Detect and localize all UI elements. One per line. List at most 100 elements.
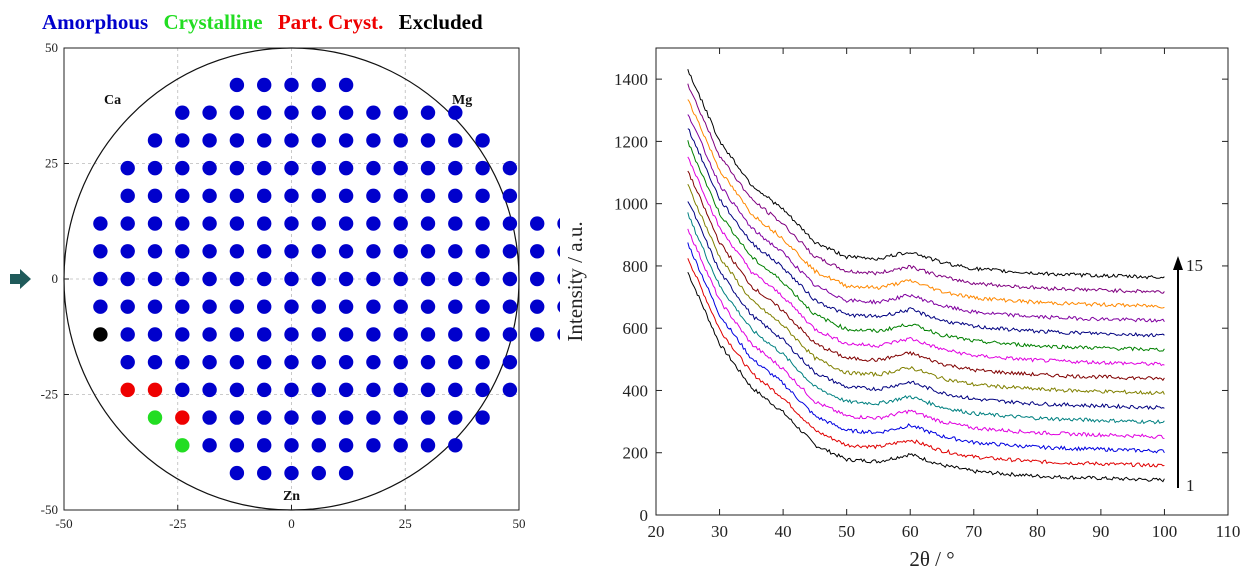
sample-point bbox=[338, 410, 354, 425]
sample-point bbox=[393, 160, 408, 176]
x-tick-label: 50 bbox=[838, 522, 855, 541]
sample-point bbox=[229, 271, 245, 287]
y-tick-label: 600 bbox=[623, 319, 649, 338]
sample-point bbox=[147, 410, 163, 425]
y-tick-label: -25 bbox=[41, 387, 58, 402]
xrd-series-line bbox=[687, 201, 1165, 411]
sample-point bbox=[420, 410, 436, 425]
y-axis-title: Intensity / a.u. bbox=[563, 221, 587, 341]
sample-point bbox=[257, 354, 272, 370]
sample-point bbox=[366, 133, 381, 148]
sample-point bbox=[557, 273, 560, 285]
sample-point bbox=[475, 133, 490, 148]
sample-point bbox=[175, 216, 190, 231]
status-legend: Amorphous Crystalline Part. Cryst. Exclu… bbox=[42, 10, 493, 35]
sample-point bbox=[311, 410, 326, 425]
sample-point bbox=[502, 160, 518, 176]
label-ca: Ca bbox=[104, 93, 121, 108]
sample-point bbox=[311, 160, 326, 176]
sample-point bbox=[147, 354, 163, 370]
sample-point bbox=[530, 244, 545, 259]
sample-point bbox=[257, 465, 272, 481]
sample-point bbox=[229, 299, 245, 314]
sample-point bbox=[366, 299, 381, 314]
sample-point bbox=[366, 216, 381, 231]
sample-point bbox=[93, 299, 108, 314]
sample-point bbox=[366, 410, 381, 425]
sample-point bbox=[366, 160, 381, 176]
sample-point bbox=[448, 133, 463, 148]
sample-point bbox=[557, 301, 560, 313]
sample-point bbox=[229, 244, 245, 259]
xrd-series-line bbox=[687, 114, 1165, 323]
y-tick-label: 1400 bbox=[614, 70, 648, 89]
sample-point bbox=[175, 244, 190, 259]
sample-point bbox=[475, 188, 490, 204]
sample-point bbox=[475, 160, 490, 176]
sample-point bbox=[120, 188, 135, 204]
sample-point bbox=[420, 160, 436, 176]
sample-point bbox=[175, 410, 190, 425]
y-tick-label: 800 bbox=[623, 257, 649, 276]
sample-point bbox=[557, 217, 560, 230]
sample-point bbox=[284, 410, 299, 425]
sample-point bbox=[257, 216, 272, 231]
sample-point bbox=[284, 354, 299, 370]
sample-point bbox=[530, 327, 545, 342]
sample-point bbox=[311, 271, 326, 287]
sample-point bbox=[202, 105, 217, 120]
sample-point bbox=[175, 299, 190, 314]
sample-point bbox=[93, 244, 108, 259]
sample-point bbox=[448, 244, 463, 259]
sample-point bbox=[475, 244, 490, 259]
order-arrow-head bbox=[1173, 256, 1183, 270]
sample-point bbox=[175, 160, 190, 176]
sample-point bbox=[420, 244, 436, 259]
sample-point bbox=[257, 105, 272, 120]
sample-point bbox=[475, 382, 490, 398]
sample-point bbox=[502, 216, 518, 231]
sample-point bbox=[311, 382, 326, 398]
sample-point bbox=[229, 77, 245, 93]
x-tick-label: 110 bbox=[1216, 522, 1241, 541]
sample-point bbox=[257, 382, 272, 398]
sample-point bbox=[393, 133, 408, 148]
sample-point bbox=[338, 244, 354, 259]
sample-point bbox=[366, 188, 381, 204]
sample-point bbox=[284, 77, 299, 93]
legend-part-cryst: Part. Cryst. bbox=[277, 10, 384, 34]
sample-point bbox=[338, 465, 354, 481]
sample-point bbox=[229, 410, 245, 425]
sample-point bbox=[420, 271, 436, 287]
sample-point bbox=[338, 105, 354, 120]
sample-point bbox=[420, 354, 436, 370]
sample-point bbox=[147, 160, 163, 176]
xrd-series-line bbox=[687, 99, 1165, 309]
sample-point bbox=[120, 216, 135, 231]
sample-point bbox=[93, 216, 108, 231]
x-tick-label: 25 bbox=[399, 516, 412, 531]
sample-point bbox=[147, 382, 163, 398]
sample-point bbox=[420, 438, 436, 453]
xrd-series-line bbox=[687, 183, 1165, 395]
sample-point bbox=[393, 299, 408, 314]
wafer-map-chart: -50 -25 0 25 50 50 25 0 -25 -50 Ca Mg Zn bbox=[10, 40, 560, 531]
sample-point bbox=[120, 382, 135, 398]
sample-point bbox=[229, 327, 245, 342]
sample-point bbox=[202, 160, 217, 176]
sample-point bbox=[202, 133, 217, 148]
x-tick-label: 70 bbox=[965, 522, 982, 541]
sample-point bbox=[420, 327, 436, 342]
sample-point bbox=[475, 327, 490, 342]
xrd-series-line bbox=[687, 128, 1165, 338]
x-tick-label: 50 bbox=[513, 516, 526, 531]
sample-point bbox=[229, 216, 245, 231]
sample-point bbox=[393, 216, 408, 231]
sample-point bbox=[93, 271, 108, 287]
x-tick-label: -50 bbox=[55, 516, 72, 531]
sample-point bbox=[393, 327, 408, 342]
sample-point bbox=[311, 105, 326, 120]
arrow-label-end: 15 bbox=[1186, 256, 1203, 275]
sample-point bbox=[475, 216, 490, 231]
y-tick-label: 200 bbox=[623, 444, 649, 463]
